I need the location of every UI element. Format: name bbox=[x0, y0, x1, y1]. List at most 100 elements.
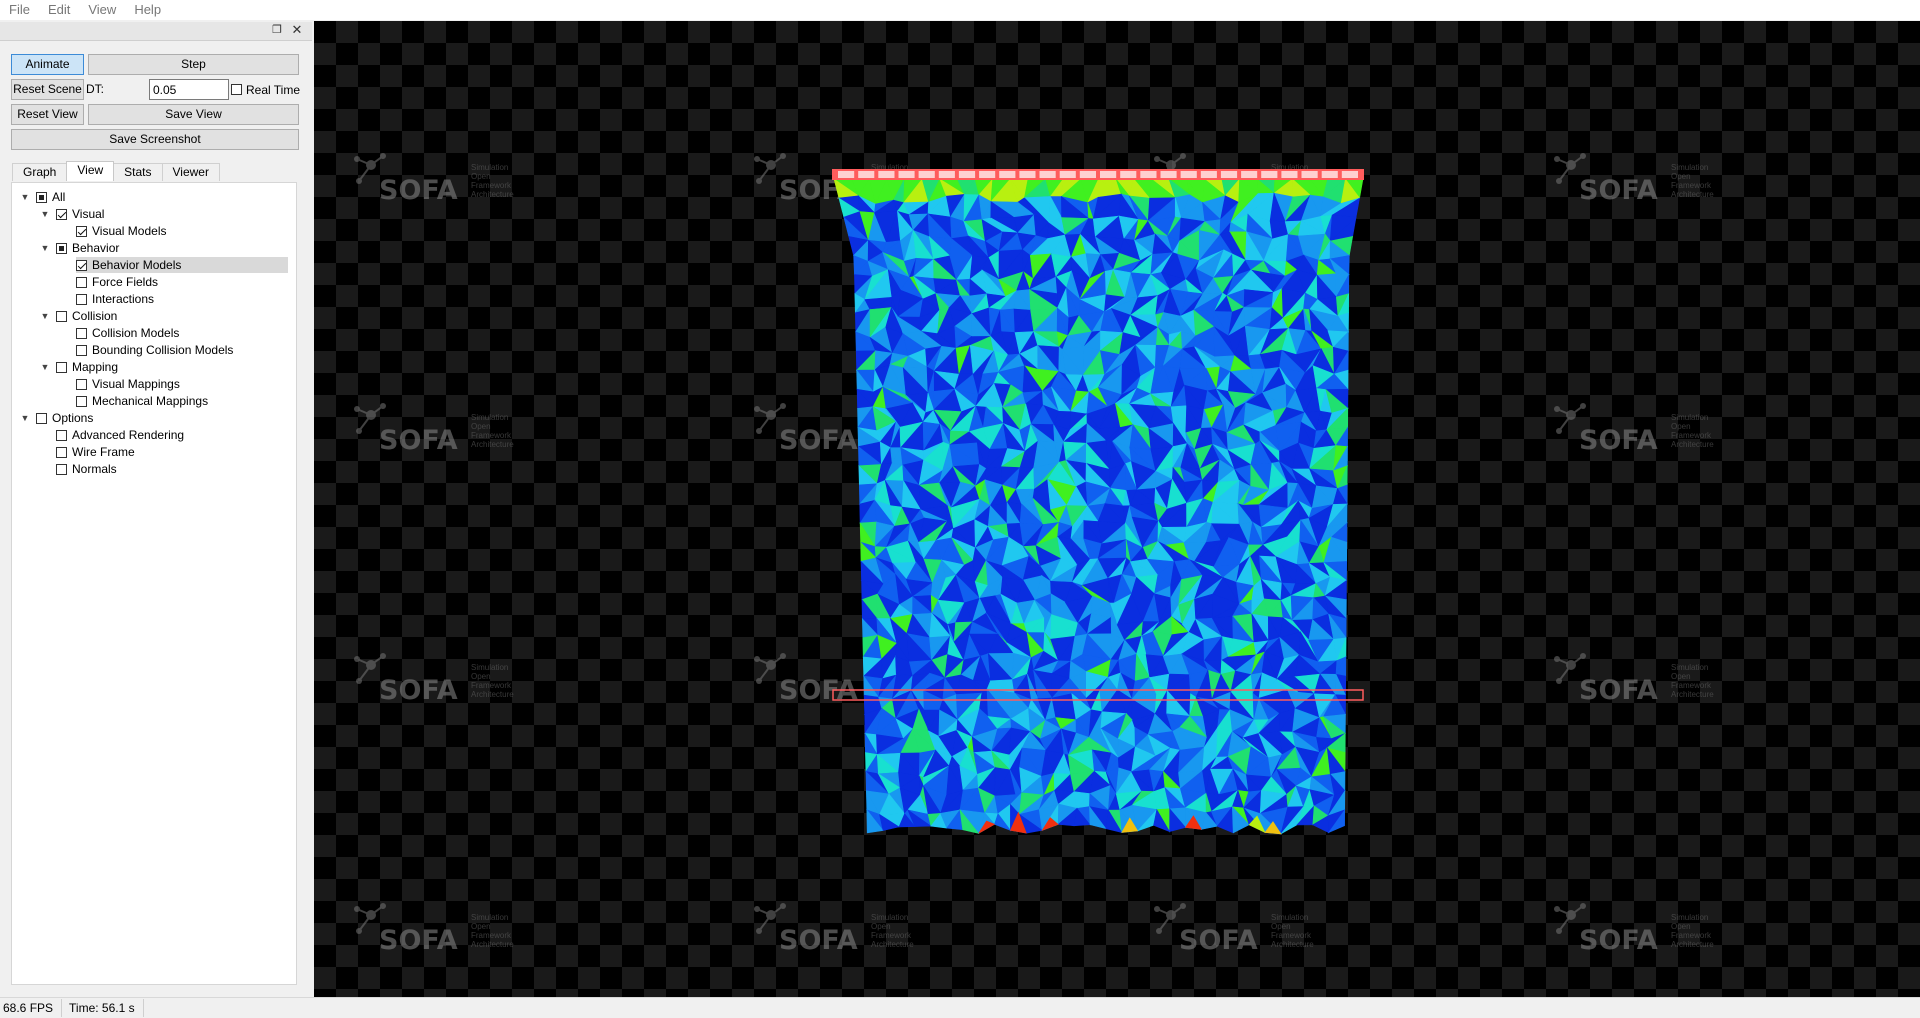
tab-view[interactable]: View bbox=[66, 161, 115, 181]
3d-viewer[interactable]: SOFA Simulation Open Framework Architecture S… bbox=[314, 21, 1920, 997]
watermark-text: SOFA bbox=[1179, 925, 1258, 956]
tree-item-options[interactable]: Options bbox=[36, 410, 93, 426]
tree-item-collision[interactable]: Collision bbox=[56, 308, 117, 324]
fps-readout: 68.6 FPS bbox=[0, 999, 63, 1017]
tree-expand-arrow-icon[interactable]: ▼ bbox=[40, 209, 50, 219]
mesh-triangle bbox=[1089, 805, 1107, 830]
sofa-logo-icon bbox=[1154, 903, 1186, 934]
tree-item-behavior-models[interactable]: Behavior Models bbox=[76, 257, 288, 273]
stress-hotspot-triangle bbox=[1009, 811, 1027, 834]
watermark-text: SOFA bbox=[779, 925, 858, 956]
tree-expand-arrow-icon[interactable]: ▼ bbox=[40, 362, 50, 372]
reset-scene-button[interactable]: Reset Scene bbox=[11, 79, 84, 100]
tab-stats[interactable]: Stats bbox=[113, 163, 163, 181]
tetra-mesh bbox=[833, 177, 1364, 835]
menu-help[interactable]: Help bbox=[134, 2, 162, 17]
tree-expand-arrow-icon[interactable]: ▼ bbox=[40, 311, 50, 321]
mesh-triangle bbox=[898, 813, 916, 828]
fixed-point-marker bbox=[1317, 171, 1322, 178]
tree-checkbox[interactable] bbox=[56, 463, 67, 475]
tree-checkbox[interactable] bbox=[36, 191, 47, 203]
reset-view-button[interactable]: Reset View bbox=[11, 104, 84, 125]
fixed-point-marker bbox=[954, 171, 959, 178]
mesh-triangle bbox=[1153, 808, 1171, 833]
tree-checkbox[interactable] bbox=[56, 208, 67, 220]
tree-checkbox[interactable] bbox=[56, 361, 67, 373]
tree-item-bounding-collision-models[interactable]: Bounding Collision Models bbox=[76, 342, 233, 358]
tree-item-all[interactable]: All bbox=[36, 189, 65, 205]
real-time-label: Real Time bbox=[246, 82, 301, 97]
tree-item-label: Mechanical Mappings bbox=[92, 394, 209, 408]
tree-expand-arrow-icon[interactable]: ▼ bbox=[40, 243, 50, 253]
mesh-triangle bbox=[866, 809, 884, 834]
fixed-point-marker bbox=[1096, 171, 1100, 178]
tree-checkbox[interactable] bbox=[76, 276, 87, 288]
tree-item-visual[interactable]: Visual bbox=[56, 206, 104, 222]
tree-checkbox[interactable] bbox=[56, 242, 67, 254]
real-time-checkbox[interactable]: Real Time bbox=[231, 79, 300, 100]
tree-checkbox[interactable] bbox=[76, 225, 87, 237]
tree-item-wire-frame[interactable]: Wire Frame bbox=[56, 444, 135, 460]
tree-item-collision-models[interactable]: Collision Models bbox=[76, 325, 179, 341]
watermark-text: SOFA bbox=[1579, 425, 1658, 456]
tree-checkbox[interactable] bbox=[76, 395, 87, 407]
tree-item-visual-models[interactable]: Visual Models bbox=[76, 223, 166, 239]
tree-checkbox[interactable] bbox=[76, 259, 87, 271]
stress-hotspot-triangle bbox=[1184, 815, 1202, 830]
tree-checkbox[interactable] bbox=[76, 293, 87, 305]
tree-item-label: Interactions bbox=[92, 292, 155, 306]
mesh-triangle bbox=[879, 813, 900, 831]
menu-edit[interactable]: Edit bbox=[47, 2, 71, 17]
tree-item-label: Options bbox=[52, 411, 94, 425]
step-button[interactable]: Step bbox=[88, 54, 299, 75]
tree-item-mapping[interactable]: Mapping bbox=[56, 359, 118, 375]
sofa-logo-icon bbox=[754, 403, 786, 434]
tree-checkbox[interactable] bbox=[76, 344, 87, 356]
tree-expand-arrow-icon[interactable]: ▼ bbox=[20, 413, 30, 423]
tab-viewer[interactable]: Viewer bbox=[161, 163, 220, 181]
menu-bar: File Edit View Help bbox=[0, 0, 1920, 20]
sofa-logo-icon bbox=[754, 653, 786, 684]
menu-file[interactable]: File bbox=[9, 2, 30, 17]
animate-button[interactable]: Animate bbox=[11, 54, 84, 75]
stress-hotspot-triangle bbox=[1248, 815, 1266, 834]
fixed-point-marker bbox=[1176, 171, 1181, 178]
fixed-point-marker bbox=[1196, 171, 1201, 178]
tree-expand-arrow-icon[interactable]: ▼ bbox=[20, 192, 30, 202]
real-time-checkbox-box[interactable] bbox=[231, 84, 242, 95]
tree-item-behavior[interactable]: Behavior bbox=[56, 240, 119, 256]
fixed-point-marker bbox=[1156, 171, 1161, 178]
close-dock-icon[interactable]: ✕ bbox=[291, 22, 303, 37]
tree-checkbox[interactable] bbox=[36, 412, 47, 424]
sofa-logo-icon bbox=[354, 403, 386, 434]
fixed-point-marker bbox=[1237, 171, 1242, 178]
tab-graph[interactable]: Graph bbox=[12, 163, 68, 181]
tab-bar: Graph View Stats Viewer bbox=[12, 161, 220, 182]
sofa-logo-icon bbox=[754, 903, 786, 934]
save-view-button[interactable]: Save View bbox=[88, 104, 299, 125]
tree-item-mechanical-mappings[interactable]: Mechanical Mappings bbox=[76, 393, 208, 409]
fixed-point-marker bbox=[1116, 171, 1121, 178]
fixed-point-marker bbox=[1277, 171, 1282, 178]
tree-checkbox[interactable] bbox=[56, 310, 67, 322]
dt-input[interactable] bbox=[149, 79, 229, 100]
tree-item-visual-mappings[interactable]: Visual Mappings bbox=[76, 376, 180, 392]
tree-item-normals[interactable]: Normals bbox=[56, 461, 117, 477]
fixed-point-marker bbox=[1337, 171, 1342, 178]
tree-item-force-fields[interactable]: Force Fields bbox=[76, 274, 158, 290]
tree-checkbox[interactable] bbox=[56, 446, 67, 458]
tree-checkbox[interactable] bbox=[76, 378, 87, 390]
tree-checkbox[interactable] bbox=[56, 429, 67, 441]
tree-item-advanced-rendering[interactable]: Advanced Rendering bbox=[56, 427, 184, 443]
save-screenshot-button[interactable]: Save Screenshot bbox=[11, 129, 299, 150]
float-dock-icon[interactable]: ❐ bbox=[272, 24, 282, 36]
tree-checkbox[interactable] bbox=[76, 327, 87, 339]
menu-view[interactable]: View bbox=[88, 2, 117, 17]
tree-item-interactions[interactable]: Interactions bbox=[76, 291, 154, 307]
